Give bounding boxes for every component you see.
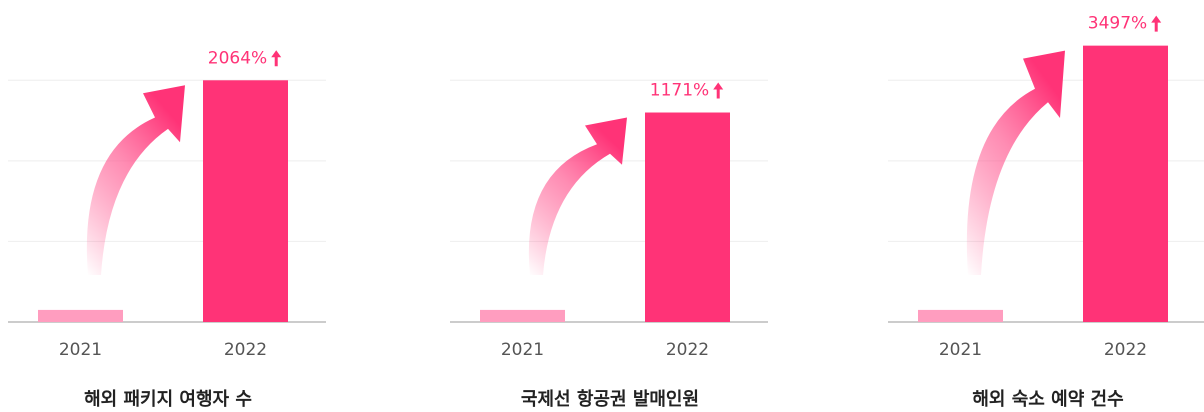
x-tick-label: 2022 [224,340,267,360]
chart-title: 해외 패키지 여행자 수 [84,389,252,410]
x-tick-label: 2022 [1104,340,1147,360]
x-tick-label: 2021 [59,340,102,360]
up-arrow-icon [1151,15,1162,32]
chart-title: 해외 숙소 예약 건수 [972,388,1123,410]
growth-arrow [528,117,627,275]
chart-title: 국제선 항공권 발매인원 [521,389,699,410]
x-tick-label: 2021 [501,340,544,360]
growth-arrow [966,50,1065,275]
growth-label: 1171% [650,81,709,101]
bar [38,309,123,322]
bar [480,309,565,322]
x-tick-label: 2021 [939,340,982,360]
bar [1083,45,1168,322]
up-arrow-icon [271,50,282,67]
bar [918,309,1003,322]
growth-arrow [86,85,185,276]
x-tick-label: 2022 [666,340,709,360]
growth-label: 3497% [1088,14,1147,34]
bar [645,112,730,322]
up-arrow-icon [713,82,724,99]
growth-label: 2064% [208,48,267,68]
bar [203,80,288,323]
